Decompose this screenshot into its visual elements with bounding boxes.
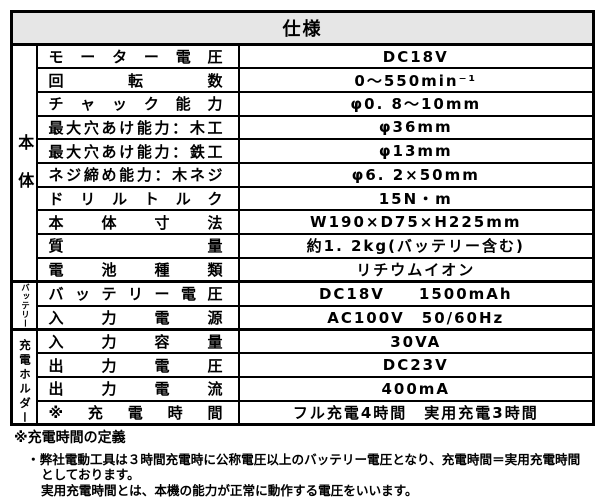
spec-label: 出力電流 [35,375,240,402]
spec-value: DC18V 1500mAh [237,280,595,307]
spec-value: フル充電4時間 実用充電3時間 [237,399,595,426]
spec-table: 仕様 本体 モーター電圧 DC18V 回転数 0～550min⁻¹ チャック能力… [9,10,596,426]
table-row: 電池種類 リチウムイオン [12,256,595,283]
table-row: バッテリー バッテリー電圧 DC18V 1500mAh [10,280,595,331]
section-label-body: 本体 [10,43,38,283]
footnote-line: ・弊社電動工具は３時間充電時に公称電圧以上のバッテリー電圧となり、充電時間＝実用… [27,451,581,467]
spec-value: φ13mm [237,138,595,165]
spec-label: 回転数 [35,67,240,93]
spec-value: 約1. 2kg(バッテリー含む) [237,233,595,259]
spec-value: 30VA [237,328,595,355]
table-row: 最大穴あけ能力：木工 φ36mm [12,114,595,141]
spec-label: ※充電時間 [35,399,240,426]
footnote-title: ※充電時間の定義 [14,430,126,446]
spec-label: バッテリー電圧 [35,280,240,307]
table-row: 出力電流 400mA [12,375,595,402]
table-row: ※充電時間 フル充電4時間 実用充電3時間 [12,399,595,426]
spec-label: 入力電源 [35,304,240,331]
spec-label: 電池種類 [35,256,240,283]
table-title-row: 仕様 [9,10,596,46]
section-label-battery: バッテリー [10,280,38,331]
spec-label: モーター電圧 [35,43,240,70]
spec-label: 質量 [35,233,240,259]
table-row: 質量 約1. 2kg(バッテリー含む) [12,233,595,259]
spec-value: リチウムイオン [237,256,595,283]
spec-value: φ36mm [237,114,595,141]
table-row: 出力電圧 DC23V [12,352,595,378]
footnote-line: 実用充電時間とは、本機の能力が正常に動作する電圧をいいます。 [41,482,418,498]
spec-value: W190×D75×H225mm [237,209,595,236]
spec-label: ネジ締め能力：木ネジ [35,162,240,188]
spec-value: φ0. 8～10mm [237,90,595,117]
footnote-line: としております。 [41,467,140,482]
spec-value: DC23V [237,352,595,378]
spec-label: 最大穴あけ能力：木工 [35,114,240,141]
spec-value: 400mA [237,375,595,402]
spec-label: 出力電圧 [35,352,240,378]
section-label-text: 充電ホルダー [18,338,32,425]
section-label-text: 本体 [15,134,35,211]
section-label-charger-holder: 充電ホルダー [10,328,38,426]
table-title: 仕様 [9,10,596,46]
table-row: チャック能力 φ0. 8～10mm [12,90,595,117]
spec-value: DC18V [237,43,595,70]
table-row: 充電ホルダー 入力容量 30VA [10,328,595,426]
table-row: 最大穴あけ能力：鉄工 φ13mm [12,138,595,165]
spec-label: チャック能力 [35,90,240,117]
section-label-text: バッテリー [19,283,30,329]
spec-label: 最大穴あけ能力：鉄工 [35,138,240,165]
spec-value: φ6. 2×50mm [237,162,595,188]
table-row: 回転数 0～550min⁻¹ [12,67,595,93]
table-row: 入力電源 AC100V 50/60Hz [12,304,595,331]
table-row: ドリルトルク 15N・m [12,185,595,212]
spec-label: 本体寸法 [35,209,240,236]
spec-label: 入力容量 [35,328,240,355]
table-row: 本体寸法 W190×D75×H225mm [12,209,595,236]
spec-value: AC100V 50/60Hz [237,304,595,331]
table-row: ネジ締め能力：木ネジ φ6. 2×50mm [12,162,595,188]
spec-value: 0～550min⁻¹ [237,67,595,93]
spec-label: ドリルトルク [35,185,240,212]
spec-value: 15N・m [237,185,595,212]
footnotes: ※充電時間の定義 ・弊社電動工具は３時間充電時に公称電圧以上のバッテリー電圧とな… [14,430,592,498]
table-row: 本体 モーター電圧 DC18V [10,43,595,283]
